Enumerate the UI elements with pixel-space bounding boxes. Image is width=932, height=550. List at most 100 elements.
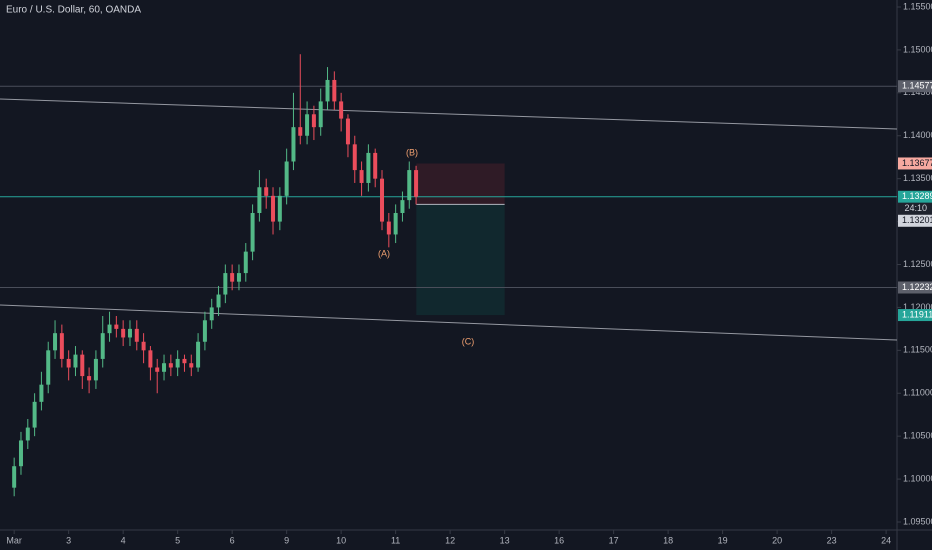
price-tag: [898, 214, 932, 227]
candle-body: [393, 213, 398, 235]
candle-body: [380, 178, 385, 222]
y-tick-label: 1.12000: [903, 302, 932, 312]
candle-body: [209, 307, 214, 321]
chart-title: Euro / U.S. Dollar, 60, OANDA: [6, 5, 141, 16]
price-tag-label: 1.12232: [902, 282, 932, 292]
candle-body: [46, 350, 51, 385]
candle-body: [332, 79, 337, 102]
countdown-label: 24:10: [904, 203, 927, 213]
y-tick-label: 1.12500: [903, 259, 932, 269]
candle-body: [414, 170, 419, 197]
candle-body: [298, 127, 303, 136]
countdown-tag: [898, 202, 932, 215]
candle-body: [318, 101, 323, 128]
candle-body: [73, 354, 78, 368]
candle-body: [107, 324, 112, 334]
x-tick-label: 3: [66, 535, 71, 545]
price-tag-label: 1.13289: [902, 191, 932, 201]
price-tag: [898, 281, 932, 294]
y-tick-label: 1.09500: [903, 516, 932, 526]
target-zone: [416, 204, 505, 316]
candle-body: [366, 152, 371, 183]
y-tick-label: 1.14000: [903, 130, 932, 140]
candle-body: [345, 118, 350, 145]
y-tick-label: 1.11500: [903, 345, 932, 355]
candle-body: [243, 251, 248, 274]
x-tick-label: Mar: [6, 535, 22, 545]
candle-body: [189, 363, 194, 368]
price-tag: [898, 309, 932, 322]
candle-body: [230, 273, 235, 282]
candle-body: [168, 363, 173, 368]
candle-body: [121, 328, 126, 338]
candle-body: [311, 114, 316, 128]
candle-body: [87, 376, 92, 381]
wave-label: (A): [378, 248, 390, 258]
trend-line: [0, 98, 898, 130]
candle-body: [325, 79, 330, 102]
x-tick-label: 4: [121, 535, 126, 545]
candle-body: [39, 384, 44, 402]
price-tag: [898, 80, 932, 93]
candle-body: [236, 273, 241, 282]
candle-body: [257, 187, 262, 213]
candle-body: [407, 170, 412, 201]
wave-label: (C): [462, 336, 475, 346]
x-tick-label: 23: [827, 535, 837, 545]
x-tick-label: 5: [175, 535, 180, 545]
candle-body: [250, 213, 255, 252]
candle-body: [284, 161, 289, 196]
candle-body: [305, 114, 310, 136]
trend-line: [0, 304, 898, 341]
candle-body: [339, 101, 344, 119]
x-tick-label: 12: [445, 535, 455, 545]
candle-body: [182, 358, 187, 364]
candle-body: [66, 358, 71, 368]
candle-body: [277, 195, 282, 222]
candle-body: [202, 320, 207, 342]
candle-body: [25, 427, 30, 441]
price-tag-label: 1.13201: [902, 215, 932, 225]
x-tick-label: 16: [554, 535, 564, 545]
candle-body: [53, 333, 58, 351]
x-tick-label: 19: [718, 535, 728, 545]
candle-body: [196, 341, 201, 368]
price-tag-label: 1.11911: [902, 309, 932, 319]
x-tick-label: 10: [336, 535, 346, 545]
candle-body: [18, 440, 23, 467]
candle-body: [32, 401, 37, 428]
wave-label: (B): [406, 147, 418, 157]
x-tick-label: 13: [500, 535, 510, 545]
candle-body: [12, 466, 17, 488]
candle-body: [114, 324, 119, 329]
candle-body: [271, 195, 276, 222]
y-tick-label: 1.11000: [903, 388, 932, 398]
x-tick-label: 6: [230, 535, 235, 545]
candle-body: [216, 294, 221, 308]
candle-body: [175, 358, 180, 368]
x-tick-label: 24: [881, 535, 891, 545]
candle-body: [80, 354, 85, 377]
candle-body: [155, 367, 160, 372]
price-tag-label: 1.14577: [902, 81, 932, 91]
x-tick-label: 18: [663, 535, 673, 545]
candle-body: [386, 221, 391, 235]
candle-body: [400, 200, 405, 213]
y-tick-label: 1.10000: [903, 473, 932, 483]
x-tick-label: 11: [391, 535, 400, 545]
candle-body: [352, 144, 357, 171]
candle-body: [134, 328, 139, 342]
candle-body: [59, 333, 64, 359]
x-tick-label: 17: [609, 535, 619, 545]
candle-body: [127, 328, 132, 338]
candle-body: [93, 358, 98, 381]
candle-body: [291, 127, 296, 162]
price-tag: [898, 190, 932, 203]
y-tick-label: 1.15500: [903, 1, 932, 11]
y-tick-label: 1.13500: [903, 173, 932, 183]
x-tick-label: 9: [284, 535, 289, 545]
candle-body: [162, 363, 167, 372]
y-tick-label: 1.15000: [903, 44, 932, 54]
